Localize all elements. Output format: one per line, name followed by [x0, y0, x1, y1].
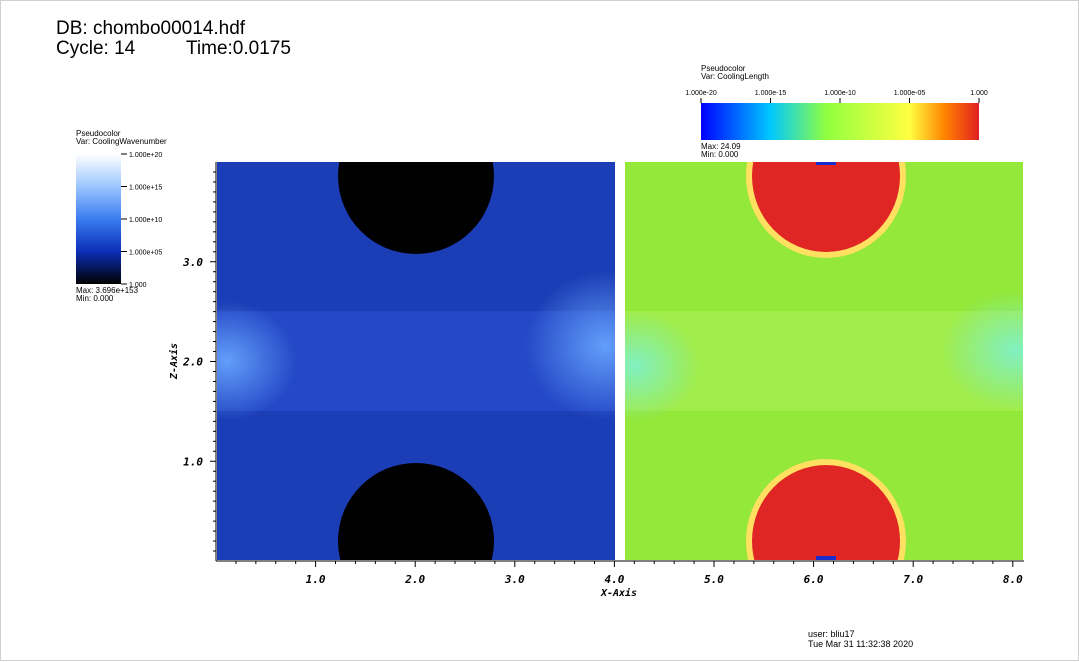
db-label: DB: chombo00014.hdf — [56, 18, 246, 39]
legend-right-max: Max: 24.09 — [701, 142, 741, 151]
legend-left-var: Var: CoolingWavenumber — [76, 137, 167, 146]
footer-date: Tue Mar 31 11:32:38 2020 — [808, 639, 914, 649]
y-axis-title: Z-Axis — [168, 343, 180, 380]
legend-right-ticks: 1.000e-20 1.000e-15 1.000e-10 1.000e-05 1.00… — [685, 90, 988, 103]
y-tick-labels: 1.0 2.0 3.0 — [182, 256, 203, 469]
legend-right-tick-label: 1.000e-20 — [685, 90, 717, 97]
cycle-label: Cycle: 14 — [56, 38, 136, 59]
legend-left-ticks: 1.000e+20 1.000e+15 1.000e+10 1.000e+05 1.00… — [121, 152, 162, 289]
x-tick-label: 3.0 — [504, 573, 525, 586]
x-axis-title: X-Axis — [600, 587, 637, 599]
cycle-time-row: Cycle: 14 Time:0.0175 — [56, 39, 291, 59]
left-blob-bottom — [338, 463, 494, 560]
legend-right-tick-label: 1.000e-15 — [755, 90, 787, 97]
legend-left-max: Max: 3.696e+153 — [76, 286, 139, 295]
time-label: Time:0.0175 — [186, 38, 291, 59]
x-tick-label: 7.0 — [903, 573, 923, 586]
legend-right-tick-label: 1.000e-05 — [894, 90, 926, 97]
left-panel-glow-right — [525, 271, 615, 421]
x-tick-label: 2.0 — [404, 573, 425, 586]
x-tick-label: 4.0 — [604, 573, 624, 586]
right-blob-top-marker — [816, 162, 836, 165]
x-minor-ticks — [235, 561, 1014, 567]
right-blob-bottom-marker — [816, 556, 836, 560]
footer-user: user: bliu17 — [808, 629, 855, 639]
legend-right-tick-label: 1.000 — [970, 90, 988, 97]
x-tick-label: 6.0 — [804, 573, 824, 586]
x-tick-label: 8.0 — [1003, 573, 1023, 586]
x-tick-label: 1.0 — [306, 573, 326, 586]
legend-right-colorbar — [701, 103, 979, 140]
legend-left-tick-label: 1.000e+10 — [129, 217, 162, 224]
y-tick-label: 2.0 — [182, 356, 203, 369]
y-tick-label: 1.0 — [183, 455, 203, 468]
left-pseudocolor-panel — [217, 162, 615, 560]
y-tick-label: 3.0 — [182, 256, 203, 269]
left-panel-glow-left — [217, 301, 297, 421]
right-blob-top — [752, 162, 900, 252]
legend-left-colorbar — [76, 154, 121, 284]
legend-left-min: Min: 0.000 — [76, 294, 114, 303]
legend-right-type: Pseudocolor — [701, 64, 746, 73]
legend-left-tick-label: 1.000 — [129, 282, 147, 289]
x-tick-label: 5.0 — [704, 573, 724, 586]
legend-left-tick-label: 1.000e+15 — [129, 185, 162, 192]
legend-left-tick-label: 1.000e+05 — [129, 250, 162, 257]
y-minor-ticks — [210, 171, 216, 552]
right-panel-glow-right — [941, 291, 1023, 411]
legend-right-tick-label: 1.000e-10 — [824, 90, 856, 97]
legend-right-var: Var: CoolingLength — [701, 72, 769, 81]
right-panel-glow-left — [625, 311, 700, 421]
footer-info: user: bliu17 Tue Mar 31 11:32:38 2020 — [808, 629, 913, 649]
legend-left-type: Pseudocolor — [76, 129, 121, 138]
x-tick-labels: 1.0 2.0 3.0 4.0 5.0 6.0 7.0 8.0 — [306, 573, 1023, 586]
plot-header: DB: chombo00014.hdf Cycle: 14 Time:0.0175 — [56, 19, 291, 59]
right-pseudocolor-panel — [625, 162, 1023, 560]
legend-left-tick-label: 1.000e+20 — [129, 152, 162, 159]
left-blob-top — [338, 162, 494, 254]
right-blob-bottom — [752, 465, 900, 560]
legend-right-min: Min: 0.000 — [701, 150, 739, 159]
